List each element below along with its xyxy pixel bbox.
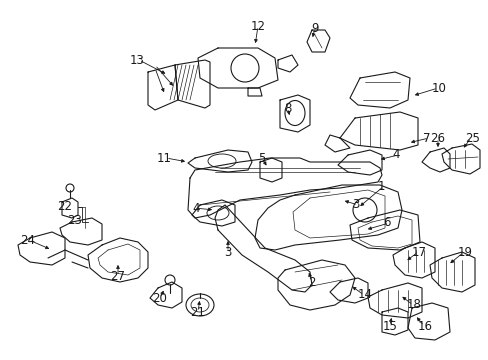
Text: 3: 3 [351, 198, 359, 211]
Text: 7: 7 [422, 131, 429, 144]
Text: 16: 16 [417, 320, 432, 333]
Text: 13: 13 [130, 54, 145, 67]
Text: 4: 4 [391, 148, 399, 162]
Text: 14: 14 [357, 288, 372, 302]
Text: 20: 20 [152, 292, 167, 305]
Text: 6: 6 [382, 216, 390, 230]
Text: 11: 11 [157, 152, 172, 165]
Text: 24: 24 [20, 234, 35, 247]
Text: 27: 27 [110, 270, 125, 283]
Text: 23: 23 [67, 213, 82, 226]
Text: 26: 26 [429, 131, 445, 144]
Text: 9: 9 [311, 22, 318, 35]
Text: 4: 4 [192, 202, 200, 215]
Text: 3: 3 [224, 246, 231, 258]
Text: 10: 10 [431, 81, 446, 94]
Text: 25: 25 [464, 131, 479, 144]
Text: 5: 5 [258, 152, 265, 165]
Text: 1: 1 [377, 180, 385, 193]
Text: 21: 21 [190, 306, 205, 319]
Text: 22: 22 [58, 199, 72, 212]
Text: 12: 12 [250, 19, 265, 32]
Text: 8: 8 [284, 102, 291, 114]
Text: 18: 18 [406, 298, 421, 311]
Text: 17: 17 [411, 246, 426, 258]
Text: 2: 2 [307, 275, 315, 288]
Text: 15: 15 [382, 320, 397, 333]
Text: 19: 19 [457, 246, 472, 258]
